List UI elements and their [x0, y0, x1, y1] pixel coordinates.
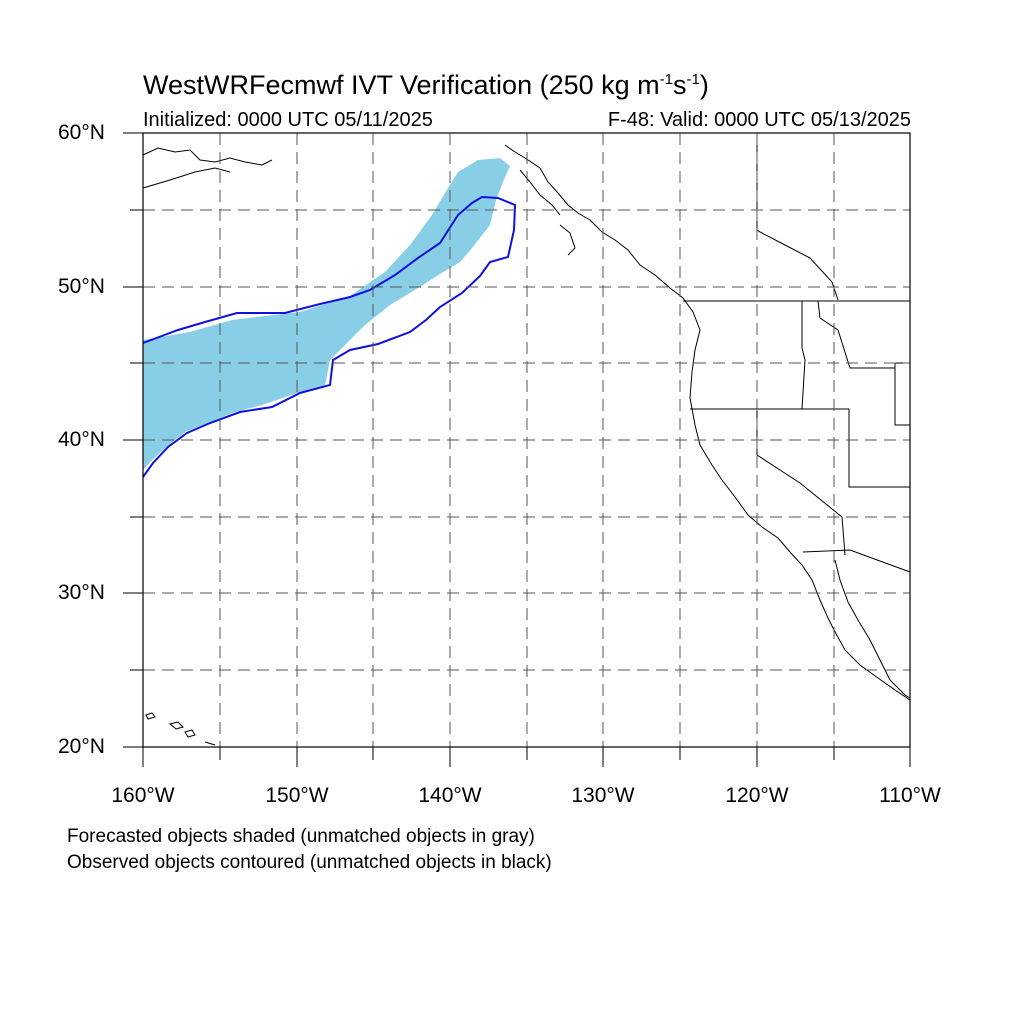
lat-label-30n: 30°N: [58, 581, 105, 604]
map-title: WestWRFecmwf IVT Verification (250 kg m-…: [143, 70, 709, 101]
title-main: WestWRFecmwf IVT Verification (250 kg m: [143, 70, 660, 100]
lon-label-160w: 160°W: [111, 784, 175, 807]
observed-object-contour: [142, 195, 517, 478]
title-mid: s: [672, 70, 687, 100]
title-exponent-2: -1: [686, 71, 700, 88]
lat-label-60n: 60°N: [58, 121, 105, 144]
forecast-object: [143, 158, 510, 470]
gridlines: [143, 133, 910, 747]
lon-label-110w: 110°W: [879, 784, 941, 807]
lon-label-150w: 150°W: [265, 784, 329, 807]
coastlines: [142, 144, 911, 746]
valid-time-label: F-48: Valid: 0000 UTC 05/13/2025: [607, 109, 911, 131]
note-forecast: Forecasted objects shaded (unmatched obj…: [67, 826, 535, 847]
lat-label-40n: 40°N: [58, 428, 105, 451]
init-time-label: Initialized: 0000 UTC 05/11/2025: [143, 109, 433, 131]
lat-label-50n: 50°N: [58, 275, 105, 298]
lon-label-120w: 120°W: [725, 784, 789, 807]
tick-marks: [123, 132, 911, 767]
note-observed: Observed objects contoured (unmatched ob…: [67, 852, 552, 873]
title-end: ): [699, 70, 709, 100]
political-boundaries: [683, 133, 911, 573]
title-exponent-1: -1: [659, 71, 673, 88]
lon-label-140w: 140°W: [418, 784, 482, 807]
lat-label-20n: 20°N: [58, 735, 105, 758]
lon-label-130w: 130°W: [571, 784, 635, 807]
